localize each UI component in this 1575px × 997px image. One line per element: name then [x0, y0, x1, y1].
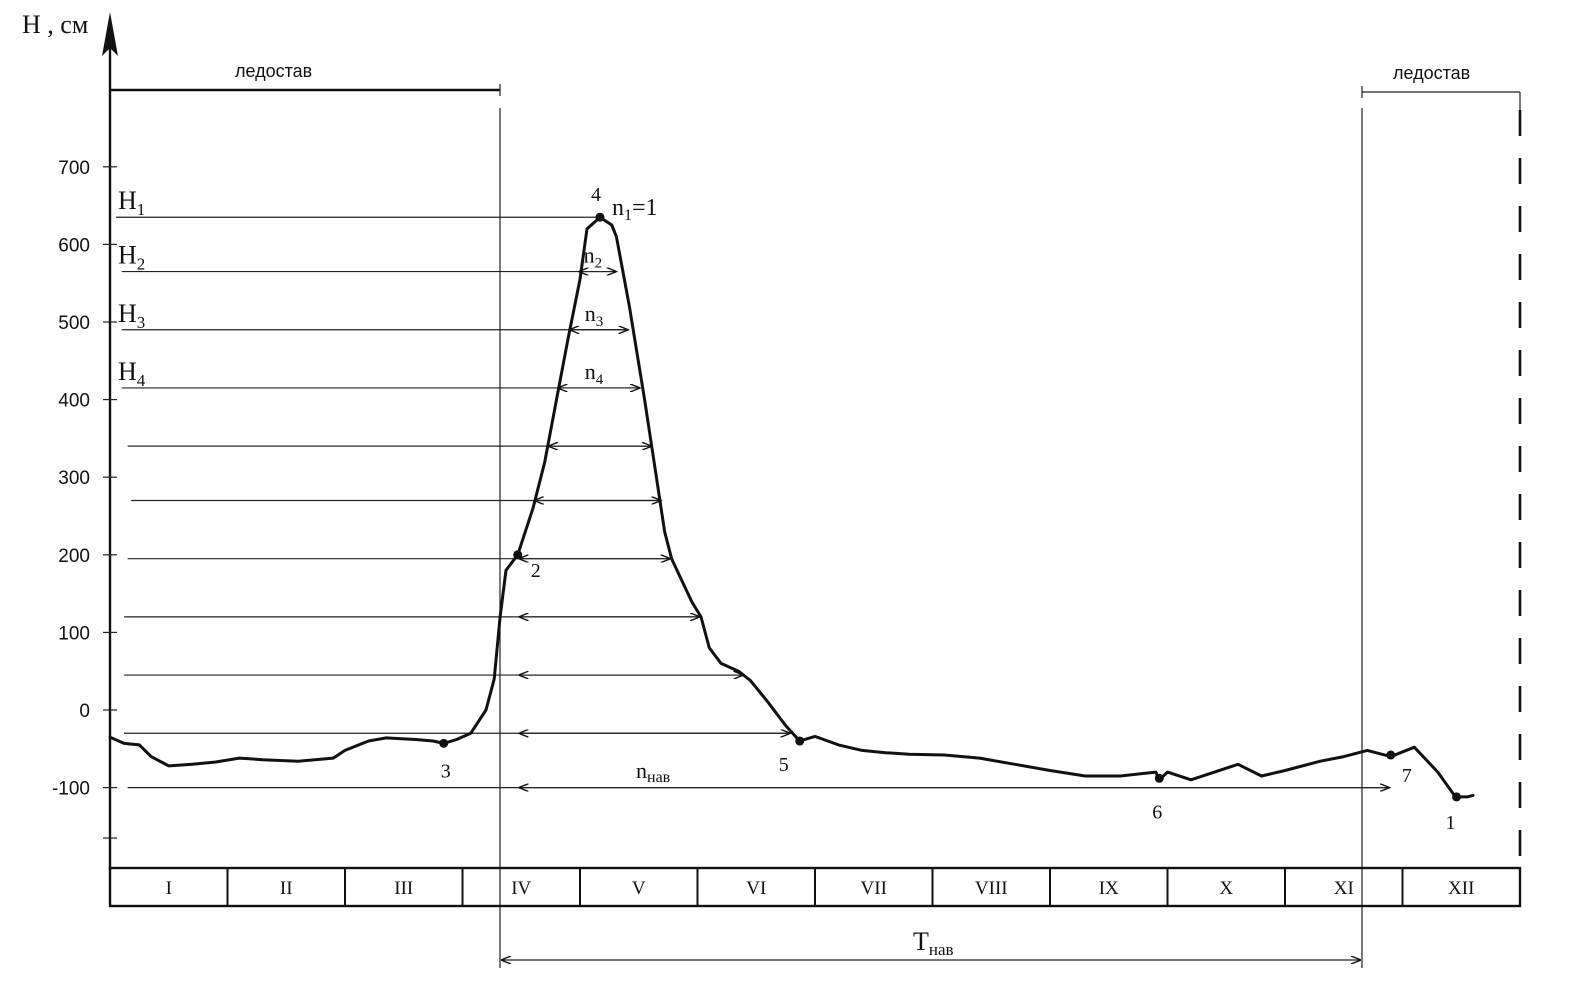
y-tick-label: 200: [58, 546, 90, 567]
point-4: [595, 212, 605, 222]
t-nav-sub: нав: [929, 940, 954, 959]
width-label-n2: n2: [584, 243, 603, 272]
characteristic-points: 1 2 3 4 5 6 7: [439, 184, 1462, 834]
point-7: [1386, 750, 1396, 760]
month-label: XII: [1448, 878, 1474, 899]
point-label-2: 2: [531, 560, 541, 582]
ice-cover-right-label: ледостав: [1393, 63, 1470, 83]
t-nav-label: Tнав: [913, 927, 954, 959]
level-label-h4: H4: [118, 357, 146, 390]
point-3: [439, 738, 449, 748]
t-nav-main: T: [913, 927, 929, 956]
level-lines: [115, 216, 1391, 787]
level-label-h1: H1: [118, 186, 145, 219]
y-axis-arrowhead: [102, 12, 118, 56]
point-5: [795, 736, 805, 746]
point-label-5: 5: [779, 754, 789, 776]
ice-cover-left: ледостав: [110, 61, 501, 96]
y-tick-label: 300: [58, 468, 90, 489]
y-tick-label: 700: [58, 158, 90, 179]
point-2: [513, 550, 523, 560]
point-6: [1154, 773, 1164, 783]
y-axis-label: H , см: [22, 10, 88, 39]
width-label-n4: n4: [585, 359, 604, 388]
month-label: I: [166, 878, 172, 899]
y-tick-label: 100: [58, 623, 90, 644]
month-label: VII: [861, 878, 887, 899]
month-label: IX: [1099, 878, 1119, 899]
peak-label: n1=1: [612, 195, 658, 224]
point-1: [1452, 792, 1462, 802]
n-nav-main: n: [636, 758, 647, 783]
point-label-3: 3: [441, 760, 451, 782]
y-tick-label: 600: [58, 235, 90, 256]
y-ticks: -100 0 100 200 300 400 500 600 700: [52, 158, 117, 839]
water-level-curve: [108, 215, 1475, 799]
month-cells: I II III IV V VI VII VIII IX X XI XII: [166, 868, 1474, 906]
month-label: VIII: [975, 878, 1008, 899]
point-label-4: 4: [591, 184, 601, 206]
point-label-6: 6: [1152, 801, 1162, 823]
month-label: V: [632, 878, 646, 899]
month-label: II: [280, 878, 293, 899]
level-label-h3: H3: [118, 299, 145, 332]
month-label: IV: [511, 878, 531, 899]
y-axis-label-text: H , см: [22, 10, 88, 39]
month-label: XI: [1334, 878, 1354, 899]
level-labels: H1 H2 H3 H4 n2 n3 n4 n1=1: [118, 186, 658, 390]
y-tick-label: -100: [52, 779, 90, 800]
y-tick-label: 500: [58, 313, 90, 334]
month-label: VI: [746, 878, 766, 899]
ice-cover-left-label: ледостав: [235, 61, 312, 81]
month-label: III: [394, 878, 413, 899]
y-tick-label: 0: [79, 701, 90, 722]
point-label-1: 1: [1446, 812, 1456, 834]
level-label-h2: H2: [118, 241, 145, 274]
n-nav-label: nнав: [636, 758, 671, 786]
month-label: X: [1219, 878, 1233, 899]
y-tick-label: 400: [58, 391, 90, 412]
width-label-n3: n3: [585, 301, 604, 330]
n-nav-sub: нав: [647, 769, 671, 786]
point-label-7: 7: [1402, 765, 1412, 787]
ice-cover-right: ледостав: [1361, 63, 1522, 868]
